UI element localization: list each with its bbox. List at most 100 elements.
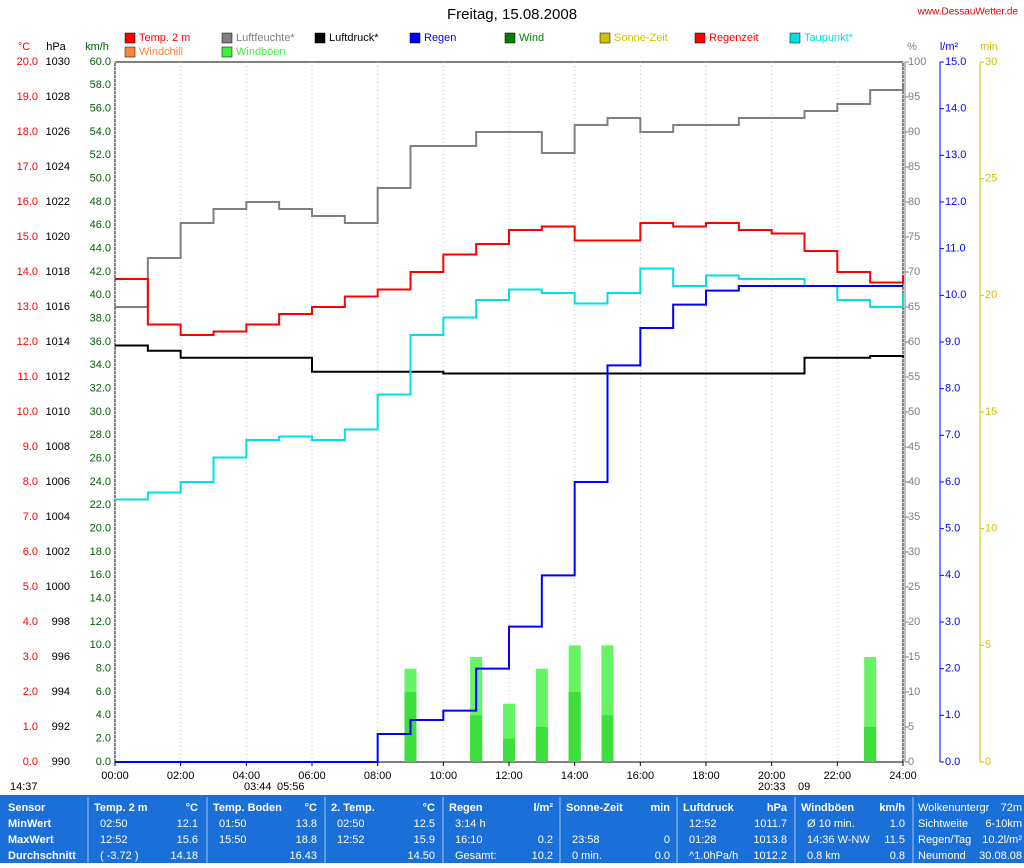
y-tick-label: 25: [908, 581, 920, 593]
y-tick-label: 30.0: [90, 406, 111, 418]
y-tick-label: 0.0: [945, 756, 960, 768]
y-tick-label: 15: [985, 406, 997, 418]
y-tick-label: 1000: [46, 581, 70, 593]
y-tick-label: 20: [985, 289, 997, 301]
y-tick-label: 10: [908, 686, 920, 698]
y-tick-label: 4.0: [945, 569, 960, 581]
timeline-label: 09: [798, 781, 810, 793]
y-tick-label: 4.0: [23, 616, 38, 628]
panel-unit: min: [650, 802, 670, 814]
y-tick-label: 1022: [46, 196, 70, 208]
y-tick-label: 5.0: [945, 523, 960, 535]
legend-swatch: [599, 32, 611, 44]
cell-right: 14.18: [170, 850, 198, 862]
extra-label: Wolkenuntergr: [918, 802, 990, 814]
legend-label: Taupunkt*: [804, 32, 854, 44]
extra-value: 30.08.08: [979, 850, 1022, 862]
y-tick-label: 45: [908, 441, 920, 453]
y-tick-label: 990: [52, 756, 70, 768]
y-tick-label: 60.0: [90, 56, 111, 68]
y-tick-label: 85: [908, 161, 920, 173]
legend-label: Regenzeit: [709, 32, 759, 44]
wind-bar: [503, 703, 515, 762]
y-tick-label: 9.0: [23, 441, 38, 453]
axis-unit: hPa: [46, 41, 66, 53]
series-line: [115, 285, 903, 763]
cell-left: 01:50: [219, 818, 247, 830]
y-tick-label: 11.0: [17, 371, 38, 383]
y-tick-label: 50.0: [90, 173, 111, 185]
y-tick-label: 32.0: [90, 383, 111, 395]
cell-left: ^1.0hPa/h: [689, 850, 738, 862]
panel-title: 2. Temp.: [331, 802, 375, 814]
y-tick-label: 6.0: [945, 476, 960, 488]
y-tick-label: 52.0: [90, 149, 111, 161]
y-tick-label: 55: [908, 371, 920, 383]
x-tick-label: 12:00: [495, 770, 523, 782]
y-tick-label: 2.0: [96, 733, 111, 745]
y-tick-label: 998: [52, 616, 70, 628]
extra-label: Neumond: [918, 850, 966, 862]
y-tick-label: 26.0: [90, 453, 111, 465]
cell-right: 1.0: [890, 818, 905, 830]
table-background: [0, 795, 1024, 863]
sensor-label: MaxWert: [8, 834, 54, 846]
y-tick-label: 6.0: [96, 686, 111, 698]
x-tick-label: 24:00: [889, 770, 917, 782]
panel-title: Windböen: [801, 802, 854, 814]
cell-left: 12:52: [100, 834, 128, 846]
y-tick-label: 12.0: [945, 196, 966, 208]
cell-right: 0.8: [890, 850, 905, 862]
x-tick-label: 22:00: [824, 770, 852, 782]
timeline-label: 20:33: [758, 781, 786, 793]
y-tick-label: 1026: [46, 126, 70, 138]
extra-label: Regen/Tag: [918, 834, 971, 846]
axis-unit: °C: [18, 41, 30, 53]
legend-swatch: [694, 32, 706, 44]
y-tick-label: 46.0: [90, 219, 111, 231]
panel-unit: °C: [186, 802, 198, 814]
cell-left: Ø 10 min.: [807, 818, 855, 830]
cell-left: 23:58: [572, 834, 600, 846]
cell-left: 02:50: [337, 818, 365, 830]
legend-swatch: [124, 46, 136, 58]
extra-value: 72m: [1001, 802, 1022, 814]
wind-bar: [601, 645, 614, 762]
x-tick-label: 02:00: [167, 770, 195, 782]
cell-right: 0: [664, 834, 670, 846]
axis-unit: l/m²: [940, 41, 959, 53]
x-tick-label: 06:00: [298, 770, 326, 782]
y-tick-label: 16.0: [17, 196, 38, 208]
series-line: [115, 267, 904, 501]
wind-bar: [568, 645, 581, 762]
y-tick-label: 1016: [46, 301, 70, 313]
y-tick-label: 5: [985, 639, 991, 651]
extra-label: Sichtweite: [918, 818, 968, 830]
panel-title: Temp. 2 m: [94, 802, 148, 814]
chart-title: Freitag, 15.08.2008: [447, 6, 577, 23]
y-tick-label: 1006: [46, 476, 70, 488]
cell-left: ( -3.72 ): [100, 850, 139, 862]
x-tick-label: 16:00: [627, 770, 655, 782]
panel-unit: hPa: [767, 802, 788, 814]
y-tick-label: 1.0: [23, 721, 38, 733]
wind-bar: [535, 668, 548, 762]
axis-unit: %: [907, 41, 917, 53]
cell-left: 14:36 W-NW: [807, 834, 870, 846]
axis-unit: km/h: [85, 41, 109, 53]
cell-left: 12:52: [337, 834, 365, 846]
timeline-label: 14:37: [10, 781, 38, 793]
panel-title: Sonne-Zeit: [566, 802, 623, 814]
cell-left: Gesamt:: [455, 850, 497, 862]
cell-right: 15.6: [177, 834, 198, 846]
y-tick-label: 13.0: [945, 149, 966, 161]
panel-unit: °C: [423, 802, 435, 814]
y-tick-label: 56.0: [90, 103, 111, 115]
cell-right: 1012.2: [753, 850, 787, 862]
legend-label: Sonne-Zeit: [614, 32, 668, 44]
cell-right: 12.5: [414, 818, 435, 830]
y-tick-label: 18.0: [90, 546, 111, 558]
y-tick-label: 13.0: [17, 301, 38, 313]
cell-right: 1011.7: [754, 818, 787, 830]
